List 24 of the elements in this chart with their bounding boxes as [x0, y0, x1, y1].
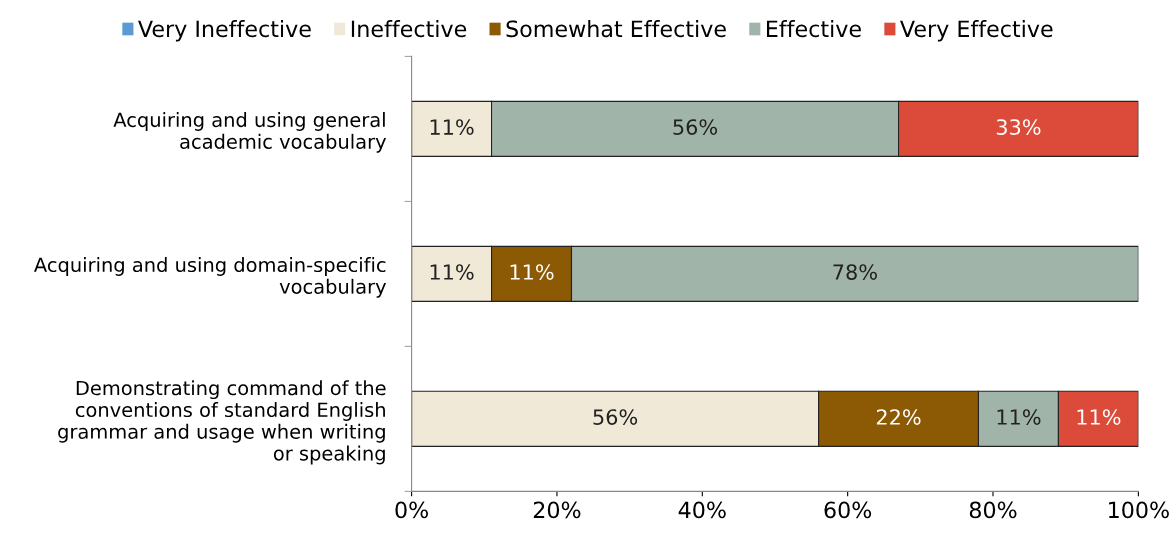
data-label: 78%: [833, 264, 877, 280]
data-label: 11%: [997, 409, 1041, 425]
legend-label: Ineffective: [351, 20, 467, 38]
x-tick-label: 80%: [969, 501, 1017, 519]
x-tick-label: 40%: [678, 501, 726, 519]
legend-label: Very Ineffective: [138, 20, 311, 42]
x-tick-label: 20%: [533, 501, 581, 519]
x-tick-label: 100%: [1109, 501, 1169, 519]
x-tick-label: 0%: [395, 501, 428, 519]
y-tick-label: Demonstrating command of the conventions of standard English grammar and usage when writing or speaking: [58, 380, 386, 465]
data-label: 11%: [510, 264, 554, 280]
data-label: 22%: [876, 409, 921, 425]
data-label: 11%: [1077, 409, 1121, 425]
legend-label: Somewhat Effective: [506, 20, 726, 38]
data-label: 56%: [673, 119, 718, 135]
data-label: 11%: [430, 119, 474, 135]
data-label: 56%: [593, 409, 638, 425]
y-tick-label: Acquiring and using general academic vocabulary: [113, 112, 387, 153]
data-label: 11%: [430, 264, 474, 280]
data-label: 33%: [996, 119, 1041, 135]
x-tick-label: 60%: [824, 501, 872, 519]
legend-label: Effective: [766, 20, 861, 38]
legend-label: Very Effective: [900, 20, 1053, 42]
y-tick-label: Acquiring and using domain-specific vocabulary: [34, 257, 387, 298]
